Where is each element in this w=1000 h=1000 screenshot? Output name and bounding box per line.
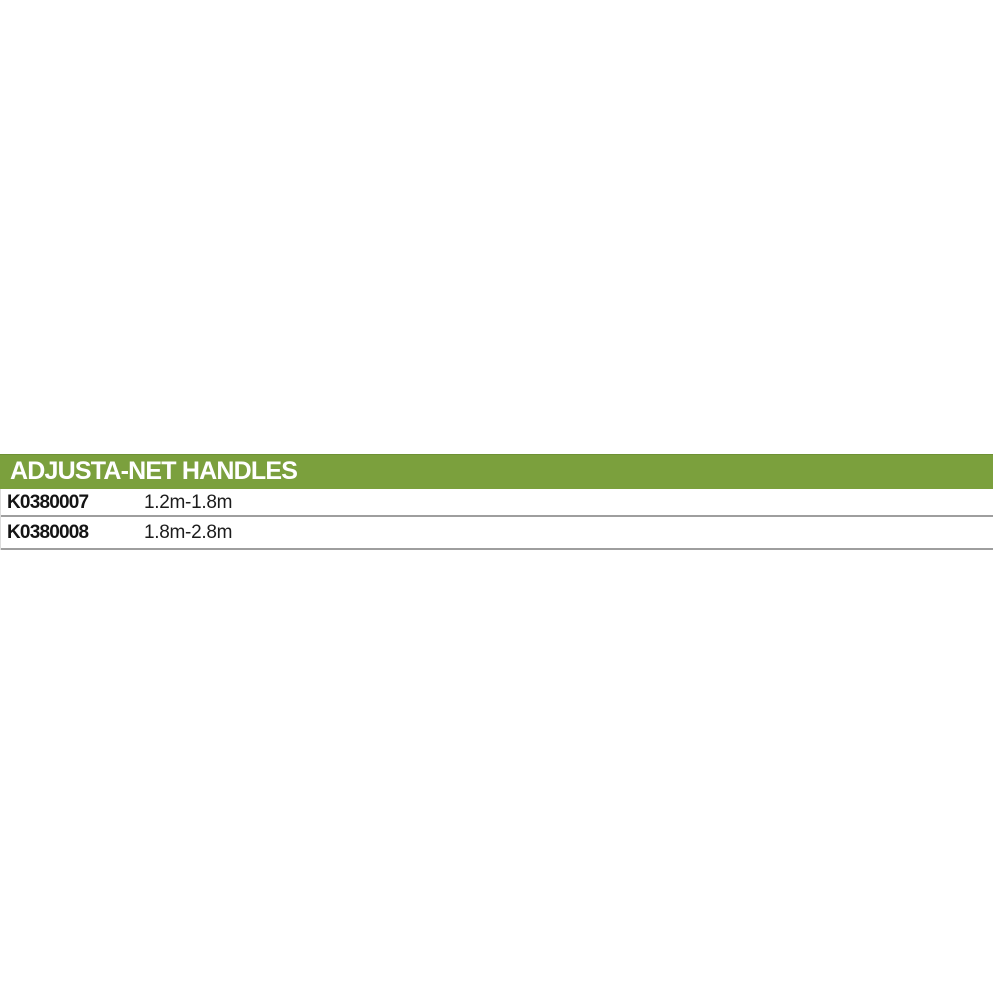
table-title: ADJUSTA-NET HANDLES bbox=[10, 456, 298, 485]
table-row: K0380008 1.8m-2.8m bbox=[1, 517, 993, 550]
table-body: K0380007 1.2m-1.8m K0380008 1.8m-2.8m bbox=[0, 489, 993, 550]
table-row: K0380007 1.2m-1.8m bbox=[1, 489, 993, 517]
product-table: ADJUSTA-NET HANDLES K0380007 1.2m-1.8m K… bbox=[0, 454, 993, 550]
product-code-cell: K0380007 bbox=[7, 491, 89, 513]
size-range-cell: 1.2m-1.8m bbox=[144, 491, 233, 513]
size-range-cell: 1.8m-2.8m bbox=[144, 522, 233, 543]
product-code-cell: K0380008 bbox=[7, 522, 89, 543]
table-header-band: ADJUSTA-NET HANDLES bbox=[0, 454, 993, 489]
